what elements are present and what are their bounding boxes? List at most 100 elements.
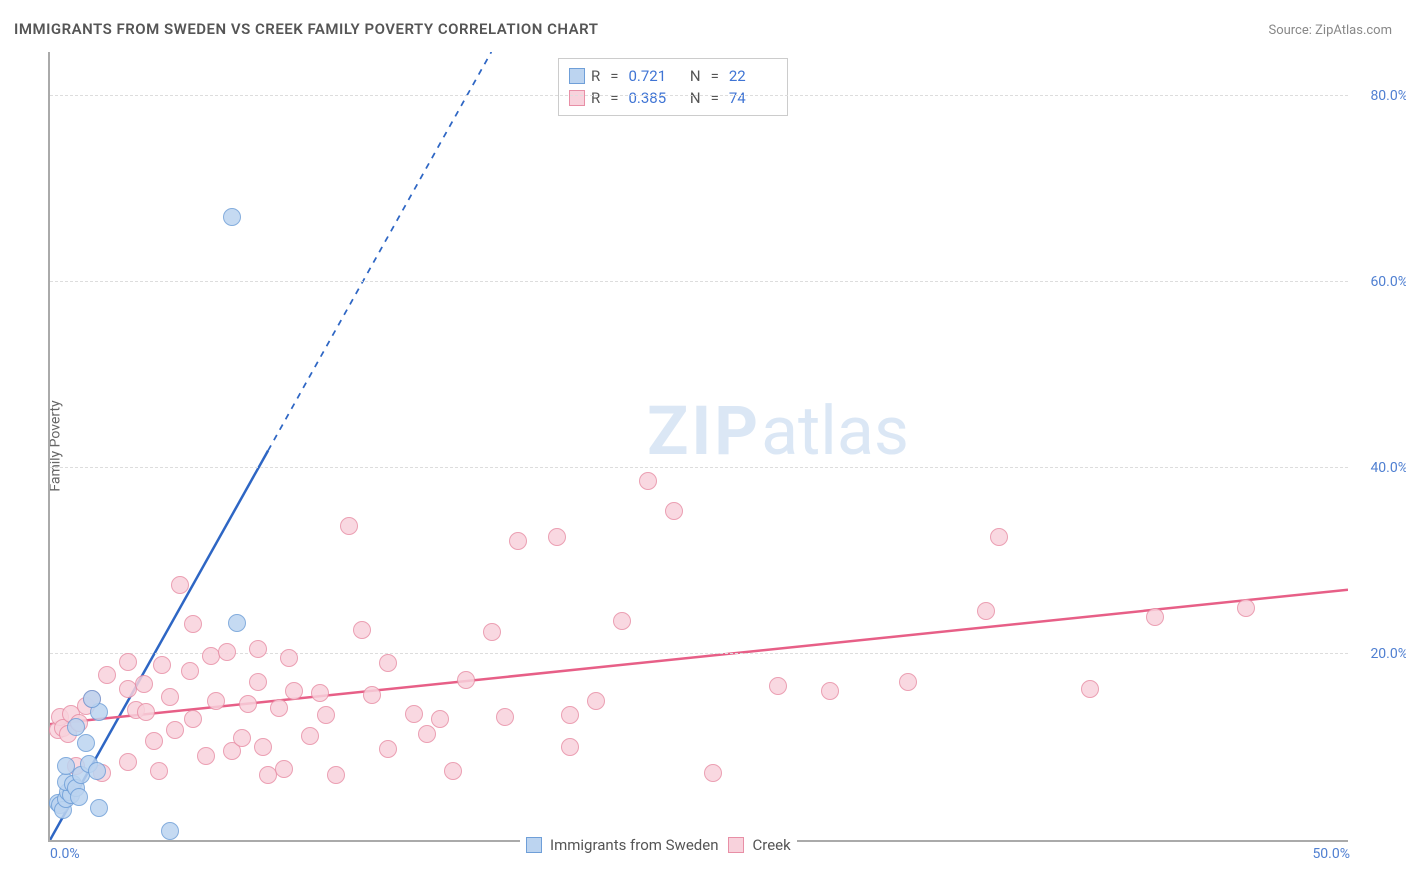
data-point-creek bbox=[301, 727, 319, 745]
gridline bbox=[50, 467, 1348, 468]
legend-series: Immigrants from Sweden Creek bbox=[520, 836, 797, 854]
data-point-creek bbox=[509, 532, 527, 550]
legend-r-value: 0.385 bbox=[628, 87, 676, 109]
data-point-creek bbox=[363, 686, 381, 704]
data-point-creek bbox=[561, 706, 579, 724]
legend-n-value: 74 bbox=[729, 87, 777, 109]
data-point-creek bbox=[239, 695, 257, 713]
data-point-creek bbox=[150, 762, 168, 780]
data-point-creek bbox=[496, 708, 514, 726]
data-point-creek bbox=[317, 706, 335, 724]
legend-eq: = bbox=[711, 87, 719, 109]
legend-r-label: R bbox=[591, 65, 600, 87]
source-prefix: Source: bbox=[1268, 23, 1315, 38]
watermark-zip: ZIP bbox=[647, 391, 761, 471]
legend-swatch bbox=[569, 68, 585, 84]
gridline bbox=[50, 281, 1348, 282]
legend-swatch bbox=[728, 837, 744, 853]
data-point-creek bbox=[145, 732, 163, 750]
data-point-creek bbox=[587, 692, 605, 710]
data-point-creek bbox=[405, 705, 423, 723]
data-point-creek bbox=[119, 753, 137, 771]
data-point-creek bbox=[353, 621, 371, 639]
data-point-creek bbox=[171, 576, 189, 594]
data-point-creek bbox=[977, 602, 995, 620]
x-tick-label: 0.0% bbox=[50, 846, 80, 862]
data-point-creek bbox=[379, 740, 397, 758]
data-point-creek bbox=[280, 649, 298, 667]
data-point-sweden bbox=[228, 614, 246, 632]
y-tick-label: 60.0% bbox=[1353, 274, 1406, 290]
data-point-creek bbox=[181, 662, 199, 680]
legend-series-label: Creek bbox=[752, 836, 790, 854]
legend-eq: = bbox=[711, 65, 719, 87]
data-point-creek bbox=[98, 666, 116, 684]
source-attribution: Source: ZipAtlas.com bbox=[1268, 23, 1392, 38]
legend-swatch bbox=[526, 837, 542, 853]
legend-series-item-sweden: Immigrants from Sweden bbox=[526, 836, 718, 854]
data-point-creek bbox=[1146, 608, 1164, 626]
data-point-creek bbox=[1237, 599, 1255, 617]
watermark-atlas: atlas bbox=[761, 391, 909, 471]
data-point-creek bbox=[119, 653, 137, 671]
data-point-creek bbox=[340, 517, 358, 535]
data-point-creek bbox=[270, 699, 288, 717]
data-point-creek bbox=[197, 747, 215, 765]
data-point-creek bbox=[207, 692, 225, 710]
legend-series-label: Immigrants from Sweden bbox=[550, 836, 718, 854]
legend-corr-row-sweden: R = 0.721 N = 22 bbox=[569, 65, 777, 87]
data-point-creek bbox=[161, 688, 179, 706]
y-tick-label: 80.0% bbox=[1353, 88, 1406, 104]
y-tick-label: 20.0% bbox=[1353, 646, 1406, 662]
data-point-creek bbox=[254, 738, 272, 756]
legend-correlation: R = 0.721 N = 22 R = 0.385 N = 74 bbox=[558, 58, 788, 116]
data-point-creek bbox=[548, 528, 566, 546]
data-point-creek bbox=[821, 682, 839, 700]
watermark: ZIPatlas bbox=[647, 391, 909, 471]
data-point-sweden bbox=[88, 762, 106, 780]
data-point-creek bbox=[327, 766, 345, 784]
data-point-creek bbox=[379, 654, 397, 672]
data-point-creek bbox=[990, 528, 1008, 546]
data-point-creek bbox=[665, 502, 683, 520]
data-point-creek bbox=[613, 612, 631, 630]
data-point-creek bbox=[899, 673, 917, 691]
trend-lines-svg bbox=[50, 52, 1348, 840]
legend-swatch bbox=[569, 90, 585, 106]
data-point-sweden bbox=[57, 757, 75, 775]
source-link[interactable]: ZipAtlas.com bbox=[1315, 23, 1392, 38]
legend-eq: = bbox=[610, 87, 618, 109]
legend-n-label: N bbox=[682, 65, 700, 87]
data-point-creek bbox=[218, 643, 236, 661]
chart-title: IMMIGRANTS FROM SWEDEN VS CREEK FAMILY P… bbox=[14, 20, 598, 38]
data-point-creek bbox=[166, 721, 184, 739]
data-point-sweden bbox=[90, 799, 108, 817]
data-point-creek bbox=[483, 623, 501, 641]
legend-corr-row-creek: R = 0.385 N = 74 bbox=[569, 87, 777, 109]
data-point-sweden bbox=[67, 718, 85, 736]
data-point-sweden bbox=[83, 690, 101, 708]
data-point-creek bbox=[311, 684, 329, 702]
legend-n-value: 22 bbox=[729, 65, 777, 87]
scatter-plot: ZIPatlas R=0.721 N=22R=0.385 N=74 Immigr… bbox=[48, 52, 1348, 842]
legend-r-value: 0.721 bbox=[628, 65, 676, 87]
legend-series-item-creek: Creek bbox=[728, 836, 790, 854]
data-point-creek bbox=[275, 760, 293, 778]
trend-line bbox=[268, 52, 491, 451]
data-point-creek bbox=[561, 738, 579, 756]
data-point-creek bbox=[1081, 680, 1099, 698]
data-point-creek bbox=[153, 656, 171, 674]
data-point-creek bbox=[457, 671, 475, 689]
gridline bbox=[50, 653, 1348, 654]
data-point-sweden bbox=[161, 822, 179, 840]
legend-n-label: N bbox=[682, 87, 700, 109]
data-point-creek bbox=[444, 762, 462, 780]
legend-eq: = bbox=[610, 65, 618, 87]
data-point-sweden bbox=[70, 788, 88, 806]
data-point-creek bbox=[285, 682, 303, 700]
data-point-creek bbox=[704, 764, 722, 782]
data-point-sweden bbox=[223, 208, 241, 226]
gridline bbox=[50, 95, 1348, 96]
data-point-sweden bbox=[77, 734, 95, 752]
legend-r-label: R bbox=[591, 87, 600, 109]
